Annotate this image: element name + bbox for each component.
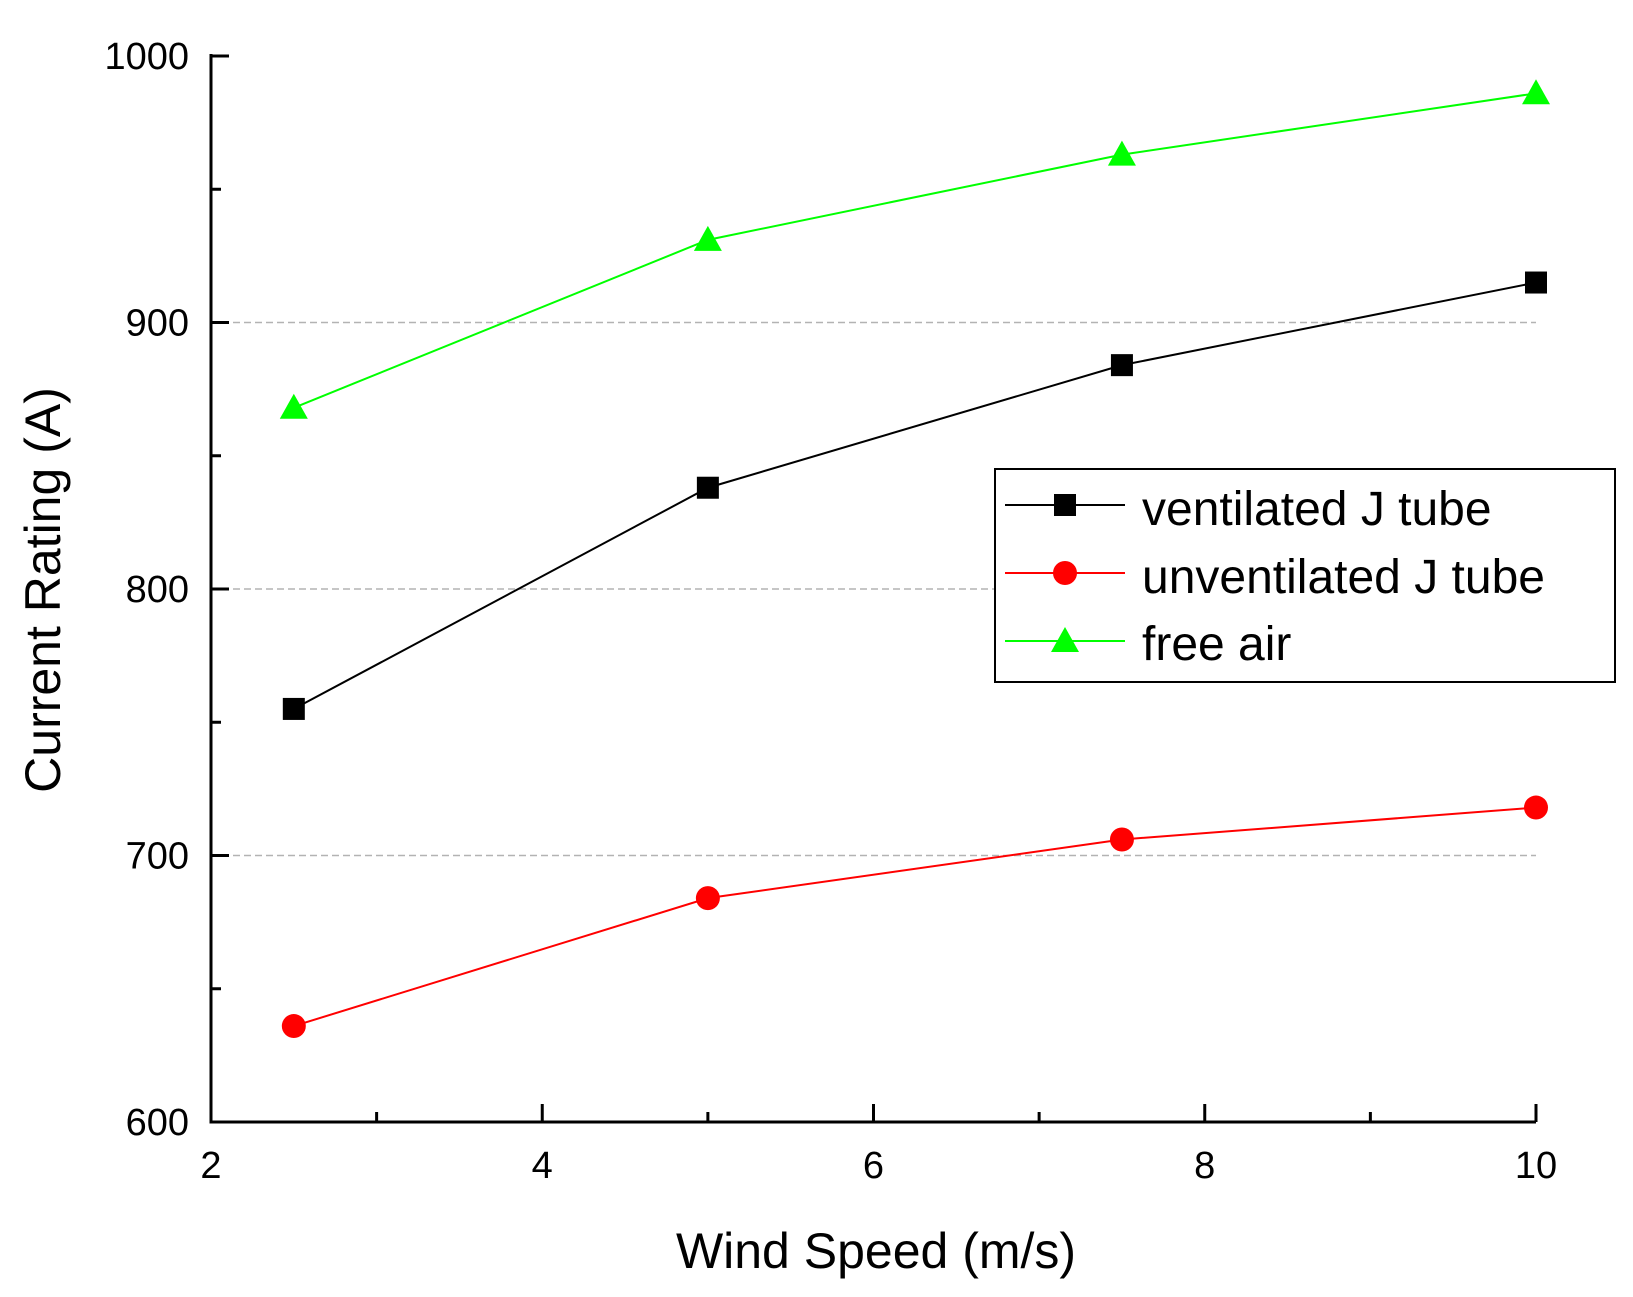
axis-ticks: 2 4 6 8 10 600 700 800 900 1000 <box>104 36 1557 1187</box>
x-tick-label: 6 <box>863 1145 884 1187</box>
data-point-unventilated-j-tube <box>281 1014 306 1039</box>
data-point-unventilated-j-tube <box>1524 795 1548 820</box>
data-point-unventilated-j-tube <box>695 886 720 911</box>
series-line-ventilated-j-tube <box>293 281 1537 710</box>
series-markers <box>279 79 1550 1039</box>
data-point-unventilated-j-tube <box>1109 827 1134 852</box>
series-lines <box>293 92 1537 1028</box>
legend-marker-unventilated-j-tube <box>1053 561 1077 585</box>
x-tick-label: 2 <box>200 1145 221 1187</box>
data-point-free-air <box>279 393 308 419</box>
y-tick-label: 900 <box>126 303 189 345</box>
data-point-free-air <box>1107 140 1136 166</box>
legend-label-free-air: free air <box>1142 618 1291 671</box>
data-point-ventilated-j-tube <box>696 476 719 499</box>
x-tick-label: 4 <box>532 1145 553 1187</box>
legend-label-unventilated: unventilated J tube <box>1142 551 1545 604</box>
series-line-unventilated-j-tube <box>293 806 1537 1028</box>
legend-marker-free-air <box>1051 627 1079 652</box>
x-tick-label: 10 <box>1515 1145 1557 1187</box>
y-tick-label: 700 <box>126 836 189 878</box>
y-axis-title: Current Rating (A) <box>15 387 71 793</box>
data-point-ventilated-j-tube <box>1110 354 1133 377</box>
y-tick-label: 600 <box>126 1102 189 1144</box>
legend-marker-ventilated-j-tube <box>1054 494 1076 516</box>
data-point-free-air <box>1522 79 1550 105</box>
legend-label-ventilated: ventilated J tube <box>1142 483 1492 536</box>
data-point-free-air <box>693 225 722 251</box>
x-tick-label: 8 <box>1194 1145 1215 1187</box>
legend: ventilated J tube unventilated J tube fr… <box>994 468 1616 683</box>
y-tick-label: 800 <box>126 569 189 611</box>
data-point-ventilated-j-tube <box>1525 271 1547 294</box>
series-line-free-air <box>293 92 1537 409</box>
data-point-ventilated-j-tube <box>282 697 305 720</box>
y-tick-label: 1000 <box>104 36 189 78</box>
x-axis-title: Wind Speed (m/s) <box>676 1223 1076 1279</box>
